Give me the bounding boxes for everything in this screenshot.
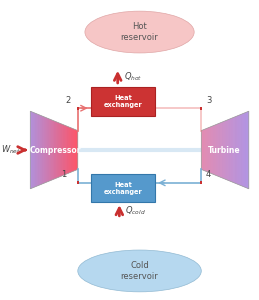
Text: 4: 4 [206,170,211,179]
Text: 2: 2 [66,96,71,105]
Text: $W_{net}$: $W_{net}$ [1,144,21,156]
Text: 3: 3 [206,96,211,105]
Bar [200,182,203,184]
Ellipse shape [85,11,194,53]
Text: 1: 1 [61,170,66,179]
Text: $Q_{hot}$: $Q_{hot}$ [124,70,142,83]
FancyBboxPatch shape [91,87,155,116]
Bar [77,107,79,110]
Text: Compressor: Compressor [30,146,81,154]
Text: Hot
reservoir: Hot reservoir [121,22,159,42]
Text: Turbine: Turbine [207,146,240,154]
Text: Heat
exchanger: Heat exchanger [104,182,142,195]
Bar [77,182,79,184]
Bar [200,107,203,110]
FancyBboxPatch shape [91,174,155,202]
Text: Heat
exchanger: Heat exchanger [104,95,142,108]
Text: Cold
reservoir: Cold reservoir [121,261,159,280]
Text: $Q_{cold}$: $Q_{cold}$ [125,204,146,217]
Ellipse shape [78,250,201,292]
